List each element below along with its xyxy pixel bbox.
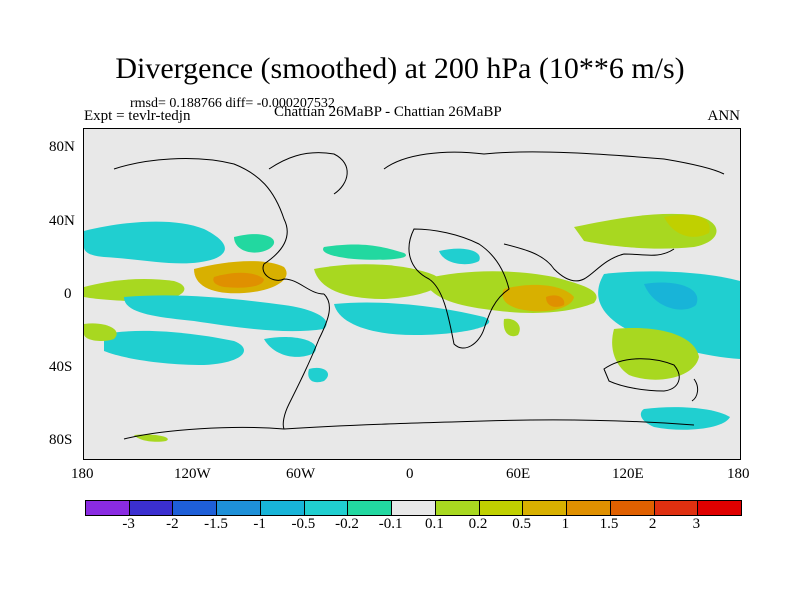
contour-neg bbox=[264, 336, 316, 357]
colorbar-swatch bbox=[86, 501, 130, 515]
lat-tick: 80N bbox=[49, 139, 75, 155]
colorbar-label: 2 bbox=[648, 516, 657, 532]
lon-tick: 120E bbox=[612, 466, 644, 482]
contour-neg bbox=[234, 234, 275, 253]
colorbar-label: 1.5 bbox=[599, 516, 619, 532]
colorbar-swatch bbox=[217, 501, 261, 515]
colorbar-swatch bbox=[567, 501, 611, 515]
lat-tick: 80S bbox=[49, 432, 73, 448]
lat-tick: 40N bbox=[49, 213, 75, 229]
colorbar-label: -3 bbox=[122, 516, 135, 532]
colorbar-swatch bbox=[304, 501, 349, 515]
colorbar-swatch bbox=[392, 501, 436, 515]
lon-tick: 0 bbox=[406, 466, 414, 482]
contour-neg bbox=[104, 330, 244, 365]
colorbar-swatch bbox=[129, 501, 174, 515]
lat-tick: 40S bbox=[49, 359, 73, 375]
colorbar-label: 0.1 bbox=[424, 516, 444, 532]
divergence-map bbox=[84, 129, 740, 459]
lon-tick: 180 bbox=[71, 466, 94, 482]
map-panel bbox=[83, 128, 741, 460]
lon-tick: 180 bbox=[727, 466, 750, 482]
contour-pos bbox=[546, 295, 565, 307]
colorbar-label: -0.5 bbox=[291, 516, 316, 532]
contour-neg bbox=[323, 244, 406, 260]
colorbar-swatch bbox=[610, 501, 655, 515]
colorbar-label: -1 bbox=[253, 516, 266, 532]
contour-neg bbox=[124, 295, 327, 332]
colorbar-swatch bbox=[260, 501, 305, 515]
contour-neg bbox=[84, 221, 225, 264]
lon-tick: 60W bbox=[286, 466, 316, 482]
coastlines bbox=[113, 151, 725, 440]
colorbar-label: -0.2 bbox=[335, 516, 359, 532]
colorbar-label: -1.5 bbox=[204, 516, 228, 532]
contour-neg bbox=[640, 407, 730, 430]
colorbar-label: -2 bbox=[166, 516, 179, 532]
lat-tick: 0 bbox=[64, 286, 72, 302]
colorbar-label: -0.1 bbox=[378, 516, 403, 532]
divergence-contours bbox=[84, 213, 740, 442]
contour-pos bbox=[664, 214, 710, 237]
colorbar-swatch bbox=[173, 501, 218, 515]
colorbar-label: 0.2 bbox=[468, 516, 488, 532]
colorbar bbox=[85, 500, 742, 516]
contour-neg bbox=[644, 282, 698, 310]
contour-neg bbox=[134, 434, 168, 442]
colorbar-label: 1 bbox=[561, 516, 570, 532]
colorbar-swatch bbox=[435, 501, 480, 515]
contour-pos bbox=[213, 272, 264, 288]
colorbar-swatch bbox=[523, 501, 568, 515]
colorbar-swatch bbox=[479, 501, 524, 515]
lon-tick: 60E bbox=[506, 466, 531, 482]
colorbar-label: 3 bbox=[692, 516, 701, 532]
colorbar-swatch bbox=[654, 501, 699, 515]
contour-pos bbox=[612, 328, 699, 380]
colorbar-swatch bbox=[348, 501, 393, 515]
contour-neg bbox=[598, 271, 740, 359]
plot-title: Divergence (smoothed) at 200 hPa (10**6 … bbox=[115, 52, 685, 85]
contour-pos bbox=[503, 318, 520, 337]
colorbar-label: 0.5 bbox=[512, 516, 532, 532]
colorbar-swatch bbox=[698, 501, 742, 515]
contour-neg bbox=[308, 367, 329, 383]
season-label: ANN bbox=[707, 108, 741, 124]
stats-line: rmsd= 0.188766 diff= -0.000207532 bbox=[130, 96, 335, 111]
experiment-label: Expt = tevlr-tedjn bbox=[84, 108, 191, 124]
case-label: Chattian 26MaBP - Chattian 26MaBP bbox=[274, 104, 502, 120]
lon-tick: 120W bbox=[174, 466, 211, 482]
contour-pos bbox=[314, 264, 441, 299]
contour-pos bbox=[84, 323, 117, 342]
contour-neg bbox=[439, 248, 480, 265]
